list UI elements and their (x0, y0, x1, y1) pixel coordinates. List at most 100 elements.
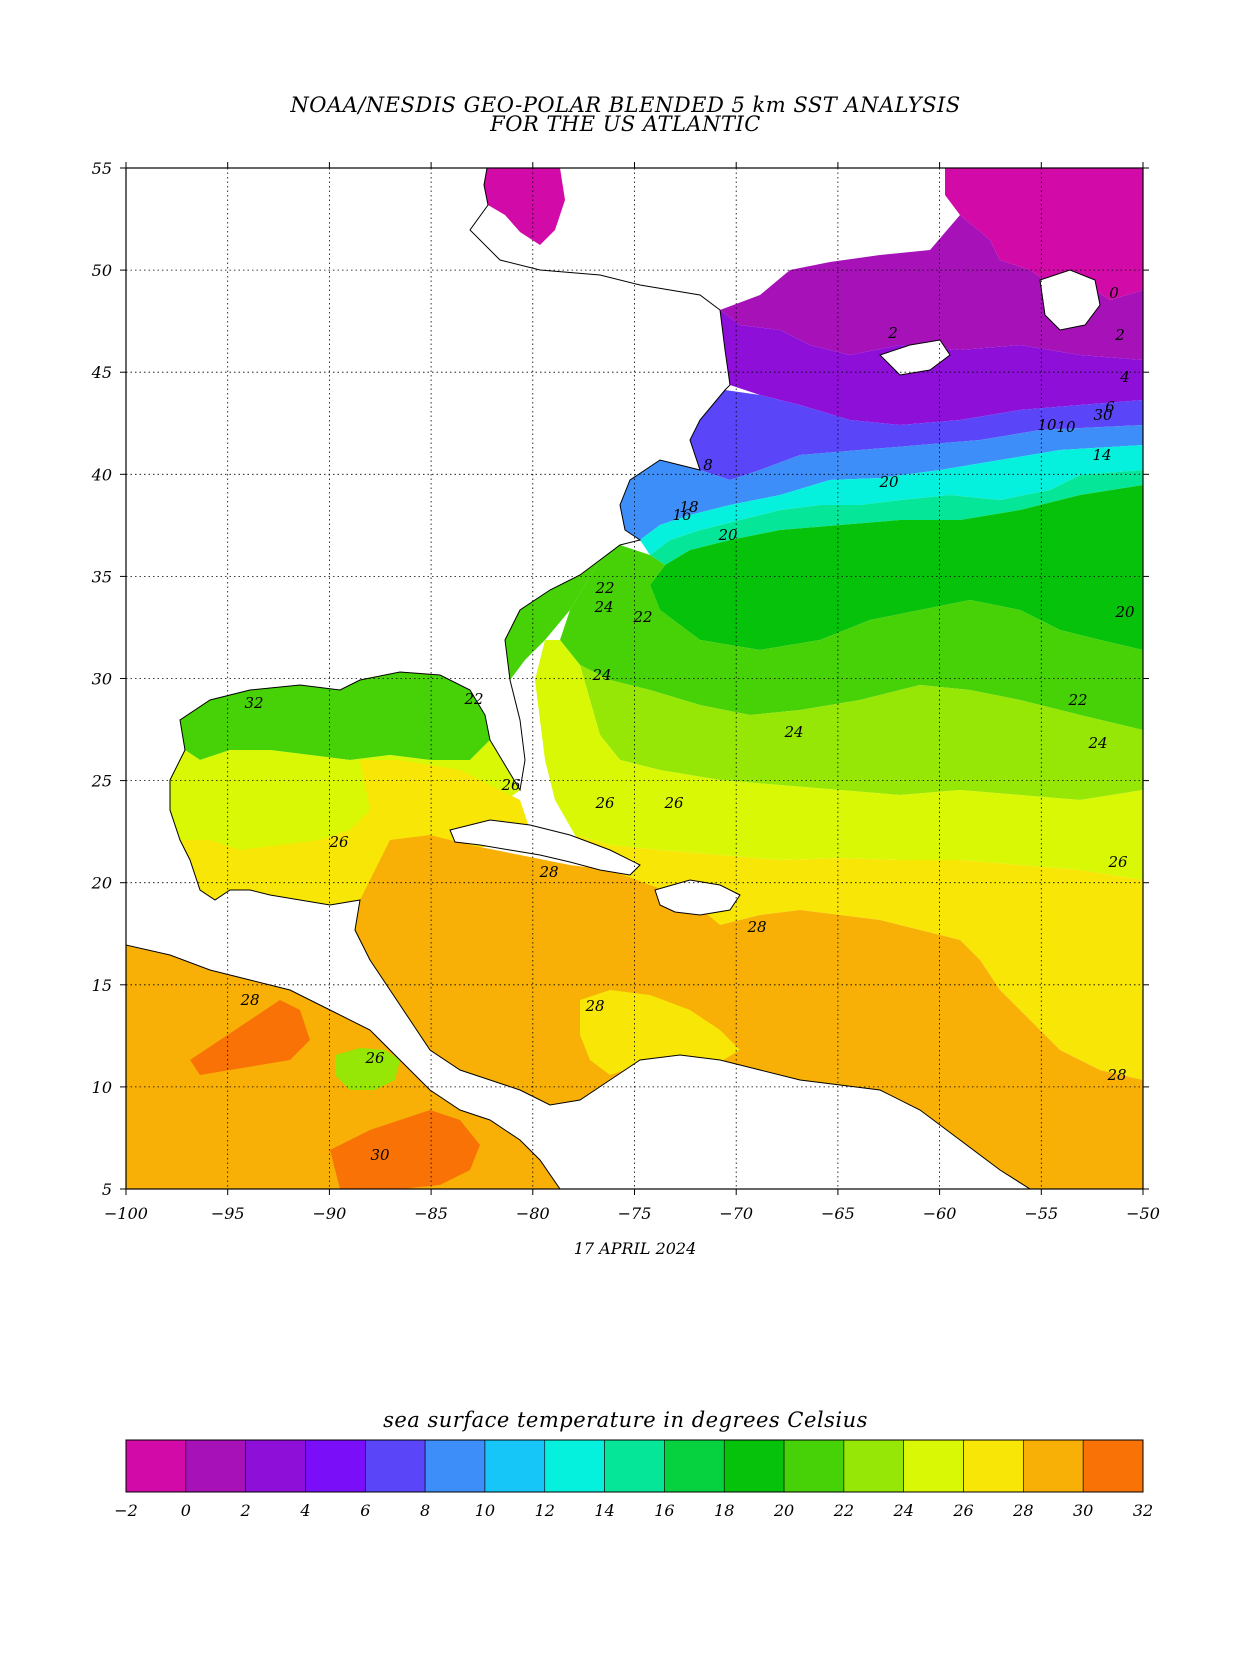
colorbar-tick-label: 2 (240, 1501, 251, 1520)
colorbar-tick-label: 24 (893, 1501, 914, 1520)
contour-label: 10 (1037, 416, 1057, 434)
sst-region-caribbean-yellow-patch (580, 990, 740, 1075)
land-cuba (449, 819, 641, 876)
sst-region-4-8 (690, 390, 1143, 480)
colorbar-swatch (1082, 1439, 1144, 1493)
colorbar-swatch (843, 1439, 905, 1493)
contour-label: 26 (364, 1049, 385, 1067)
contour-label: 22 (1067, 691, 1087, 709)
y-tick-label: 15 (92, 976, 112, 995)
y-tick-label: 25 (91, 772, 112, 791)
contour-label: 26 (328, 833, 349, 851)
sst-region-8-12 (620, 425, 1143, 540)
sst-region-gulf-yellow (180, 760, 530, 905)
contour-label: 18 (679, 498, 698, 516)
colorbar-tick-label: 10 (475, 1501, 495, 1520)
colorbar-tick-label: 4 (299, 1501, 310, 1520)
contour-label: 2 (887, 324, 898, 342)
sst-region-12-16 (640, 445, 1143, 555)
x-tick-label: −50 (1126, 1204, 1160, 1223)
colorbar-tick-label: 22 (833, 1501, 854, 1520)
colorbar-tick-label: 14 (594, 1501, 614, 1520)
colorbar-tick-label: 32 (1133, 1501, 1153, 1520)
contour-label: 24 (783, 723, 803, 741)
contour-label: 26 (500, 776, 521, 794)
sst-region-22-24 (580, 665, 1143, 800)
colorbar-swatch (364, 1439, 426, 1493)
contour-label: 24 (591, 666, 611, 684)
colorbar-swatch (963, 1439, 1024, 1493)
contour-label: 0 (1109, 284, 1119, 302)
colorbar-swatch (1023, 1439, 1084, 1493)
colorbar-title: sea surface temperature in degrees Celsi… (383, 1408, 868, 1432)
x-tick-label: −95 (211, 1204, 245, 1223)
contour-label: 24 (593, 598, 613, 616)
contour-label: 30 (370, 1146, 390, 1164)
colorbar-swatch (604, 1439, 665, 1493)
x-tick-label: −80 (516, 1204, 550, 1223)
contour-label: 22 (632, 608, 652, 626)
colorbar-tick-label: −2 (114, 1501, 138, 1520)
y-tick-label: 45 (91, 363, 112, 382)
sst-region-coastal-green (505, 560, 600, 680)
colorbar-tick-label: 16 (654, 1501, 674, 1520)
sst-region-pacific-30-32-b (330, 1110, 480, 1189)
sst-region-0-2 (720, 215, 1143, 360)
colorbar-swatch (424, 1439, 486, 1493)
colorbar-tick-label: 28 (1012, 1501, 1033, 1520)
x-axis-tick-labels: −100 −95 −90 −85 −80 −75 −70 −65 −60 −55 −50 (104, 1204, 1160, 1223)
land-newfoundland (1039, 269, 1101, 331)
colorbar-tick-labels: −2 0 2 4 6 8 10 12 14 16 18 20 22 24 26 28 30 32 (114, 1501, 1153, 1520)
sst-region-pacific-green-patch (335, 1048, 400, 1090)
contour-label: 8 (703, 456, 713, 474)
sst-region-pacific-30-32 (190, 1000, 310, 1075)
colorbar-swatch (664, 1439, 725, 1493)
y-tick-label: 55 (92, 159, 112, 178)
land-nova-scotia (879, 339, 951, 376)
colorbar-tick-label: 6 (360, 1501, 370, 1520)
contour-label: 20 (1114, 603, 1135, 621)
contour-label: 10 (1056, 418, 1076, 436)
colorbar-swatch (125, 1439, 187, 1493)
y-tick-label: 10 (92, 1078, 112, 1097)
land-north-america (126, 168, 1031, 1189)
colorbar-tick-label: 0 (181, 1501, 191, 1520)
x-tick-label: −70 (719, 1204, 753, 1223)
analysis-date: 17 APRIL 2024 (573, 1239, 697, 1258)
sst-region-gulf-green (180, 672, 490, 760)
colorbar (125, 1439, 1144, 1493)
colorbar-tick-label: 18 (714, 1501, 734, 1520)
colorbar-swatch (903, 1439, 964, 1493)
colorbar-swatch (185, 1439, 246, 1493)
contour-label: 22 (594, 579, 614, 597)
sst-region-labrador (484, 168, 565, 245)
y-tick-label: 35 (92, 567, 112, 586)
y-tick-label: 30 (92, 670, 112, 689)
contour-label: 28 (239, 991, 259, 1009)
contour-label: 28 (746, 918, 766, 936)
land-hispaniola (654, 879, 741, 916)
y-tick-label: 20 (91, 874, 112, 893)
x-tick-label: −65 (821, 1204, 855, 1223)
contour-label: 26 (1107, 853, 1128, 871)
sst-region-lt0 (945, 168, 1143, 300)
map-title-line1: NOAA/NESDIS GEO-POLAR BLENDED 5 km SST A… (290, 93, 961, 117)
colorbar-swatch (723, 1439, 785, 1493)
contour-label: 20 (717, 526, 738, 544)
contour-label: 16 (672, 506, 692, 524)
contour-label: 6 (1105, 398, 1115, 416)
sst-region-20-22 (560, 545, 1143, 730)
sst-field (126, 168, 1143, 1189)
colorbar-tick-label: 30 (1073, 1501, 1093, 1520)
gridlines (120, 162, 1149, 1195)
x-tick-label: −90 (313, 1204, 347, 1223)
contour-label: 14 (1092, 446, 1111, 464)
contour-label: 4 (1119, 368, 1130, 386)
colorbar-swatch (484, 1439, 546, 1493)
y-tick-label: 50 (92, 261, 112, 280)
colorbar-swatch (544, 1439, 605, 1493)
sst-region-caribbean-28-30 (355, 835, 1143, 1189)
contour-label: 26 (663, 794, 684, 812)
y-tick-label: 5 (102, 1180, 112, 1199)
